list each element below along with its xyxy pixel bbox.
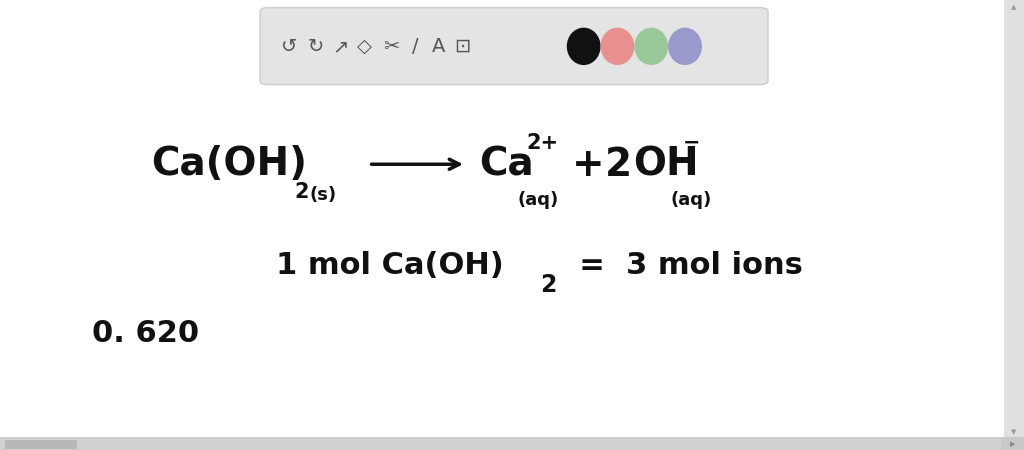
Text: 2: 2: [540, 274, 556, 297]
Text: 2: 2: [605, 145, 632, 184]
Text: A: A: [431, 37, 445, 56]
Text: OH: OH: [633, 145, 698, 184]
Text: =  3 mol ions: = 3 mol ions: [558, 252, 803, 280]
FancyBboxPatch shape: [260, 8, 768, 85]
Text: 0. 620: 0. 620: [92, 319, 200, 348]
Text: ▼: ▼: [1011, 429, 1017, 435]
Text: (s): (s): [309, 186, 336, 204]
Ellipse shape: [601, 28, 634, 64]
Text: (aq): (aq): [517, 191, 558, 209]
Text: 2: 2: [294, 182, 308, 202]
Text: 1 mol Ca(OH): 1 mol Ca(OH): [276, 252, 504, 280]
Text: ↻: ↻: [307, 37, 324, 56]
Text: ↗: ↗: [332, 37, 348, 56]
Text: Ca(OH): Ca(OH): [152, 145, 307, 184]
Bar: [1001, 437, 1024, 450]
Text: ✂: ✂: [383, 37, 399, 56]
Text: −: −: [683, 132, 700, 153]
Text: ◇: ◇: [357, 37, 372, 56]
Bar: [1004, 0, 1024, 437]
Text: +: +: [571, 145, 604, 184]
Text: ▲: ▲: [1011, 4, 1017, 10]
Text: ▶: ▶: [1010, 441, 1016, 447]
Ellipse shape: [669, 28, 701, 64]
Text: /: /: [413, 37, 419, 56]
Text: 2+: 2+: [526, 132, 558, 153]
Text: Ca: Ca: [479, 145, 534, 184]
Text: (aq): (aq): [671, 191, 712, 209]
Ellipse shape: [635, 28, 668, 64]
Text: ⊡: ⊡: [455, 37, 471, 56]
Ellipse shape: [567, 28, 600, 64]
Bar: [5, 440, 77, 449]
Bar: [0, 437, 1004, 450]
Text: ↺: ↺: [281, 37, 297, 56]
